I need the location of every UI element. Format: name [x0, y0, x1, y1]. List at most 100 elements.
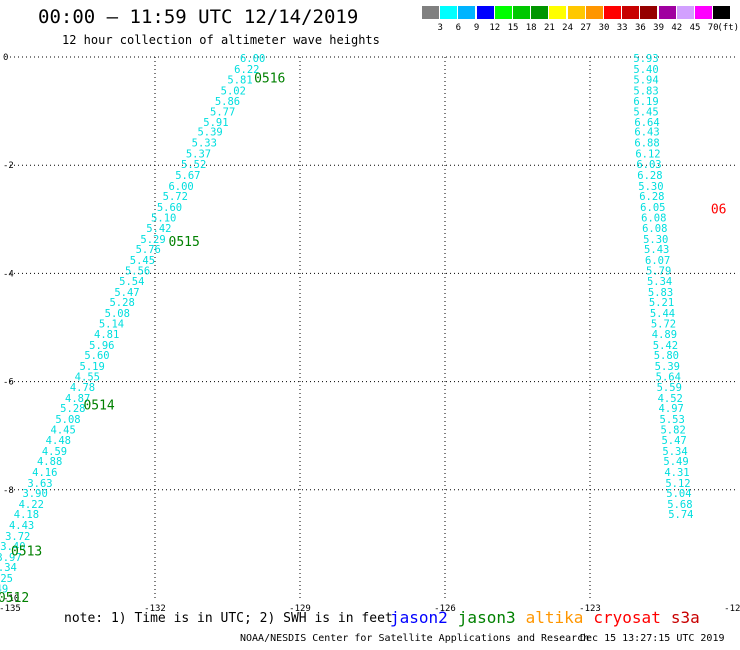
y-tick-label: -4	[3, 269, 14, 279]
axis-tick-labels: -135 -132 -129 -126 -123 -120 0 -2 -4 -6 -8 -10	[0, 53, 740, 614]
wave-height-value: 5.56	[125, 266, 150, 278]
wave-height-value: 6.19	[633, 96, 658, 108]
wave-height-value: 5.14	[99, 319, 124, 331]
x-tick-label: -129	[289, 604, 311, 614]
y-tick-label: -10	[3, 594, 19, 604]
color-swatch	[676, 6, 694, 19]
wave-height-value: 5.68	[667, 499, 692, 511]
wave-height-value: 5.72	[163, 191, 188, 203]
color-tick-label: 3	[437, 23, 443, 33]
wave-height-value: 5.04	[666, 488, 691, 500]
wave-height-value: 5.12	[665, 478, 690, 490]
wave-height-value: 5.52	[181, 159, 206, 171]
x-tick-label: -123	[579, 604, 601, 614]
color-tick-label: 27	[580, 23, 592, 33]
color-tick-label: 45	[689, 23, 701, 33]
legend-entry: cryosat	[593, 608, 661, 627]
wave-height-value: 6.28	[639, 191, 664, 203]
wave-height-value: 6.88	[634, 137, 659, 149]
wave-height-value: 5.76	[136, 244, 161, 256]
wave-height-value: 6.22	[234, 64, 259, 76]
wave-height-value: 5.74	[668, 509, 693, 521]
wave-height-value: 5.34	[662, 446, 687, 458]
wave-height-value: 5.96	[89, 340, 114, 352]
wave-height-value: 5.77	[210, 107, 235, 119]
wave-height-value: 5.29	[140, 234, 165, 246]
wave-height-value: 3.97	[0, 552, 22, 564]
pass-time-label: 0515	[169, 235, 200, 250]
wave-height-value: 5.47	[114, 287, 139, 299]
wave-height-value: 4.16	[32, 467, 57, 479]
wave-height-value: 3.34	[0, 562, 17, 574]
wave-height-value: 5.44	[650, 308, 675, 320]
color-unit-label: (ft)	[717, 23, 740, 33]
color-tick-label: 33	[616, 23, 628, 33]
wave-height-value: 5.49	[663, 456, 688, 468]
grid-lines	[10, 56, 735, 598]
wave-height-value: 5.34	[647, 276, 672, 288]
wave-height-value: 5.59	[657, 382, 682, 394]
wave-height-value: 5.94	[633, 75, 658, 87]
wave-height-value: 5.19	[80, 361, 105, 373]
wave-height-value: 4.31	[664, 467, 689, 479]
color-tick-label: 24	[562, 23, 574, 33]
color-tick-label: 39	[653, 23, 665, 33]
legend-entry: altika	[525, 608, 584, 627]
legend-entry: s3a	[670, 608, 700, 627]
color-swatch	[604, 6, 621, 19]
wave-height-value: 5.83	[633, 86, 658, 98]
wave-height-value: 5.81	[227, 75, 252, 87]
wave-height-value: 5.30	[643, 234, 668, 246]
color-tick-label: 30	[598, 23, 610, 33]
color-swatch	[658, 6, 676, 19]
wave-height-value: 5.64	[656, 372, 681, 384]
wave-height-value: 4.22	[19, 499, 44, 511]
wave-height-value: 5.80	[654, 350, 679, 362]
wave-height-value: 3.90	[22, 488, 47, 500]
pass-time-label: 0516	[254, 72, 285, 87]
color-tick-label: 12	[489, 23, 501, 33]
wave-height-value: 5.42	[653, 340, 678, 352]
wave-height-value: 6.05	[640, 202, 665, 214]
wave-height-value: 6.64	[634, 117, 659, 129]
wave-height-value: 5.86	[215, 96, 240, 108]
color-swatch	[640, 6, 658, 19]
wave-height-value: 5.28	[60, 403, 85, 415]
color-tick-label: 42	[671, 23, 683, 33]
page-subtitle: 12 hour collection of altimeter wave hei…	[62, 33, 380, 47]
wave-height-value: 5.60	[84, 350, 109, 362]
wave-height-value: 4.45	[51, 425, 76, 437]
pass-time-label: 06	[711, 202, 727, 217]
color-swatch	[458, 6, 476, 19]
x-tick-label: -126	[434, 604, 456, 614]
wave-height-value: 5.45	[130, 255, 155, 267]
legend-entry: jason2	[390, 608, 448, 627]
color-tick-label: 36	[634, 23, 646, 33]
wave-height-value: 5.39	[197, 127, 222, 139]
wave-height-value: 3.40	[0, 541, 25, 553]
y-tick-label: -2	[3, 161, 14, 171]
color-tick-label: 15	[507, 23, 519, 33]
color-swatch	[513, 6, 530, 19]
wave-height-value: 5.82	[660, 425, 685, 437]
x-tick-label: -132	[144, 604, 166, 614]
color-swatch	[713, 6, 731, 19]
wave-height-value: 5.02	[221, 86, 246, 98]
x-tick-label: -120	[724, 604, 740, 614]
color-swatch	[549, 6, 567, 19]
satellite-legend: jason2 jason3 altika cryosat s3a	[390, 608, 710, 627]
wave-height-value: 5.67	[175, 170, 200, 182]
color-swatch	[695, 6, 712, 19]
wave-height-value: 4.18	[14, 509, 39, 521]
wave-height-value: 6.28	[637, 170, 662, 182]
color-swatch	[531, 6, 549, 19]
wave-height-value: 5.47	[661, 435, 686, 447]
pass-time-labels: 0516 0515 0514 0513 0512 06	[0, 72, 726, 606]
page-title: 00:00 – 11:59 UTC 12/14/2019	[38, 6, 359, 28]
color-swatch	[494, 6, 512, 19]
wave-height-value: 4.48	[46, 435, 71, 447]
wave-height-value: 5.08	[105, 308, 130, 320]
wave-height-value: 4.59	[42, 446, 67, 458]
footer-note: note: 1) Time is in UTC; 2) SWH is in fe…	[64, 611, 393, 626]
